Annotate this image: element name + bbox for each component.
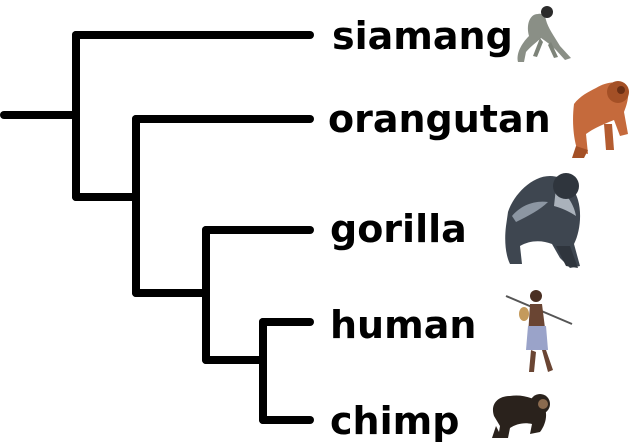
tree-branches [0,31,314,424]
human-hunter-illustration [505,290,573,372]
chimpanzee-illustration [492,394,550,438]
taxon-label-gorilla: gorilla [330,207,467,251]
gorilla-illustration [505,173,581,268]
siamang-gibbon-illustration [517,6,571,62]
orangutan-illustration [572,81,629,158]
taxon-label-orangutan: orangutan [328,97,551,141]
taxon-label-human: human [330,303,477,347]
taxon-label-chimp: chimp [330,399,460,443]
taxon-label-siamang: siamang [332,14,513,58]
